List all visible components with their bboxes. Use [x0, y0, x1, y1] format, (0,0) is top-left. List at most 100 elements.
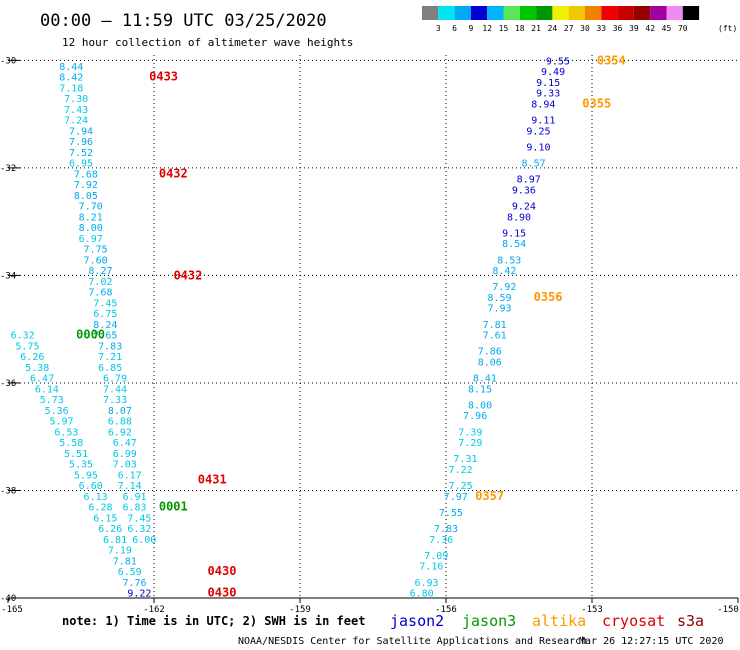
legend-item-s3a: s3a — [677, 612, 704, 630]
swh-value-label: 8.41 — [473, 374, 497, 385]
swh-value-label: 6.75 — [93, 309, 117, 320]
swh-value-label: 7.39 — [458, 427, 482, 438]
swh-value-label: 7.96 — [463, 411, 487, 422]
legend-item-jason2: jason2 — [390, 612, 444, 630]
swh-value-label: 7.22 — [449, 465, 473, 476]
scale-swatch — [682, 6, 700, 20]
swh-value-label: 7.45 — [127, 513, 151, 524]
swh-value-label: 6.59 — [118, 567, 142, 578]
scale-swatch — [536, 6, 553, 20]
swh-value-label: 7.60 — [84, 255, 108, 266]
swh-value-label: 7.52 — [69, 148, 93, 159]
swh-value-label: 7.43 — [64, 105, 88, 116]
swh-value-label: 9.55 — [546, 56, 570, 67]
scale-tick-label: 39 — [629, 24, 639, 33]
swh-value-label: 6.88 — [108, 417, 132, 428]
swh-value-label: 8.27 — [88, 266, 112, 277]
time-label: 0001 — [159, 500, 188, 514]
scale-swatch — [552, 6, 569, 20]
scale-tick-label: 45 — [662, 24, 672, 33]
legend-item-altika: altika — [532, 612, 586, 630]
swh-value-label: 7.29 — [458, 438, 482, 449]
swh-value-label: 7.76 — [122, 578, 146, 589]
swh-value-label: 5.35 — [69, 460, 93, 471]
swh-value-label: 6.15 — [93, 513, 117, 524]
swh-value-label: 7.24 — [64, 116, 88, 127]
time-label: 0433 — [149, 70, 178, 84]
scale-swatch — [470, 6, 488, 20]
swh-value-label: 8.59 — [487, 293, 511, 304]
swh-value-label: 8.53 — [497, 255, 521, 266]
time-label: 0356 — [534, 290, 563, 304]
plot-area: -165 -162 -159 -156 -153 -150 -30 -32 -34 -36 -38 -… — [0, 53, 739, 615]
scale-tick-label: 15 — [499, 24, 509, 33]
swh-value-label: 8.42 — [59, 73, 83, 84]
x-tick-label: -150 — [717, 605, 739, 615]
swh-value-label: 9.33 — [536, 89, 560, 100]
scale-swatch — [519, 6, 537, 20]
swh-value-label: 6.28 — [88, 503, 112, 514]
swh-value-label: 7.55 — [439, 508, 463, 519]
scale-tick-label: 27 — [564, 24, 574, 33]
swh-value-label: 7.14 — [118, 481, 142, 492]
scale-swatch — [617, 6, 634, 20]
swh-value-label: 6.97 — [79, 234, 103, 245]
swh-value-label: 5.97 — [49, 417, 73, 428]
swh-value-label: 6.80 — [410, 589, 434, 600]
swh-value-label: 6.13 — [84, 492, 108, 503]
swh-value-label: 9.10 — [526, 142, 550, 153]
scale-swatch — [503, 6, 520, 20]
swh-value-label: 9.25 — [526, 126, 550, 137]
time-label: 0355 — [582, 96, 611, 110]
scale-tick-label: 12 — [482, 24, 492, 33]
scale-tick-label: 30 — [580, 24, 590, 33]
swh-value-label: 9.49 — [541, 67, 565, 78]
swh-value-label: 8.00 — [79, 223, 103, 234]
scale-swatch — [568, 6, 585, 20]
swh-value-label: 5.58 — [59, 438, 83, 449]
swh-value-label: 7.65 — [93, 331, 117, 342]
swh-value-label: 6.85 — [98, 363, 122, 374]
swh-value-label: 6.47 — [30, 374, 54, 385]
scale-tick-label: 36 — [613, 24, 623, 33]
scale-tick-label: 3 — [436, 24, 441, 33]
scale-unit-label: (ft) — [718, 24, 737, 33]
swh-value-label: 6.26 — [20, 352, 44, 363]
scale-swatch — [422, 6, 439, 20]
scale-tick-label: 42 — [645, 24, 655, 33]
time-label: 0354 — [597, 53, 626, 67]
y-tick-label: -36 — [0, 379, 16, 389]
x-tick-label: -165 — [1, 605, 23, 615]
swh-value-label: 7.68 — [74, 169, 98, 180]
time-label: 0432 — [173, 268, 202, 282]
swh-value-label: 7.45 — [93, 298, 117, 309]
swh-value-label: 7.93 — [487, 304, 511, 315]
x-tick-label: -156 — [435, 605, 457, 615]
swh-value-label: 8.94 — [531, 99, 555, 110]
swh-value-label: 7.16 — [419, 562, 443, 573]
swh-value-label: 7.09 — [424, 551, 448, 562]
y-tick-label: -30 — [0, 56, 16, 66]
swh-value-label: 8.00 — [468, 400, 492, 411]
swh-value-label: 9.36 — [512, 185, 536, 196]
swh-value-label: 7.36 — [429, 535, 453, 546]
swh-value-label: 9.24 — [512, 202, 536, 213]
swh-value-label: 5.38 — [25, 363, 49, 374]
scale-swatch — [487, 6, 504, 20]
swh-value-label: 7.68 — [88, 288, 112, 299]
swh-value-label: 6.00 — [132, 535, 156, 546]
swh-value-label: 7.83 — [434, 524, 458, 535]
swh-value-label: 7.33 — [103, 395, 127, 406]
swh-value-label: 8.15 — [468, 384, 492, 395]
swh-value-label: 8.07 — [108, 406, 132, 417]
time-label: 0000 — [76, 328, 105, 342]
scale-tick-label: 21 — [531, 24, 541, 33]
swh-value-label: 6.95 — [69, 159, 93, 170]
swh-value-label: 5.75 — [15, 341, 39, 352]
chart-subtitle: 12 hour collection of altimeter wave hei… — [62, 36, 353, 49]
swh-value-label: 8.90 — [507, 212, 531, 223]
swh-value-label: 6.14 — [35, 384, 59, 395]
swh-value-label: 7.81 — [483, 320, 507, 331]
scale-tick-label: 6 — [452, 24, 457, 33]
swh-value-label: 7.30 — [64, 94, 88, 105]
